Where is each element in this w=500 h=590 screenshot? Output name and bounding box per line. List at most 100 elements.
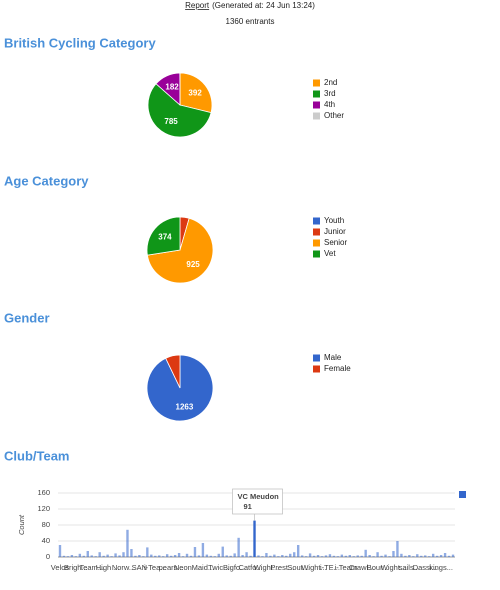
bar [400,553,403,557]
x-tick-label: pears... [159,563,184,572]
bar [257,555,260,557]
slice-label: 182 [165,83,179,92]
x-tick-label: Wight... [381,563,406,572]
x-tick-label: SAN [132,563,147,572]
legend-label: Senior [324,238,347,247]
legend-label: 4th [324,100,335,109]
bar [138,555,141,557]
bar [336,556,340,557]
bar [273,554,276,557]
bar [281,555,284,557]
legend-swatch [459,491,466,498]
pie-slice [179,72,213,114]
bar [146,547,149,557]
bar [74,556,78,557]
bar [388,556,391,557]
bar [130,549,133,557]
x-tick-label: sails... [399,563,420,572]
bar [439,555,443,557]
legend-swatch [313,90,320,98]
bar [261,556,264,557]
bar [177,553,181,557]
legend-swatch [313,228,320,236]
bar [372,556,375,557]
legend-swatch [313,354,320,362]
section-title: Gender [4,310,50,325]
bar [150,554,153,557]
bar [118,555,121,557]
bar [285,555,288,557]
bar [396,541,399,557]
report-link[interactable]: Report [185,1,210,10]
bar [181,556,185,557]
bar [173,555,177,557]
bar [237,537,240,557]
legend-swatch [313,112,320,120]
legend-swatch [313,239,320,247]
bar [102,555,105,557]
bar [62,555,66,557]
x-tick-label: Team... [79,563,104,572]
bar [352,556,355,557]
legend-swatch [313,365,320,373]
x-tick-label: Twic... [208,563,229,572]
pie-slice [146,217,214,284]
tooltip-name: VC Meudon [238,492,280,501]
bar [58,545,62,557]
bar [201,543,205,557]
bar [86,551,89,557]
legend-swatch [313,101,320,109]
bar [126,529,129,557]
bar [328,554,332,557]
bar [293,552,296,557]
bar [360,555,363,557]
bar [265,553,268,557]
legend-swatch [313,217,320,225]
legend-swatch [313,79,320,87]
bar [162,556,165,557]
x-tick-label: i-Team [335,563,358,572]
bar [435,555,439,557]
slice-label: 925 [186,260,200,269]
bar [158,555,161,557]
bar [106,554,109,557]
x-tick-label: Wight... [301,563,326,572]
x-tick-label: Bigfo... [223,563,246,572]
section-title: Club/Team [4,448,70,463]
bar [98,552,101,557]
slice-label: 1263 [176,402,194,411]
x-tick-label: Crawl... [349,563,374,572]
legend-label: Youth [324,216,344,225]
y-tick-label: 0 [46,552,50,561]
pie-slice [146,216,181,256]
x-tick-label: Velos [51,563,70,572]
bar [82,555,85,557]
bar [344,555,348,557]
bar [134,555,137,557]
bar [269,555,272,557]
x-tick-label: i-TE... [320,563,340,572]
x-tick-label: High ... [96,563,120,572]
bar [376,552,379,557]
bar [277,556,280,557]
bar [114,553,117,557]
pie-slice [147,83,212,138]
bar [165,554,169,557]
bar [217,553,220,557]
bar [189,555,193,557]
legend-label: Other [324,111,344,120]
x-tick-label: i-Tea... [144,563,167,572]
section-title: Age Category [4,173,89,188]
bar [324,555,328,557]
bar [408,555,411,557]
generated-at: (Generated at: 24 Jun 13:24) [212,1,315,10]
x-tick-label: Catfo... [238,563,262,572]
bar [312,555,316,557]
bar [110,556,113,557]
bar [249,555,252,557]
bar [364,549,367,557]
bar [447,555,451,557]
bar [320,556,324,557]
bar [142,556,145,557]
